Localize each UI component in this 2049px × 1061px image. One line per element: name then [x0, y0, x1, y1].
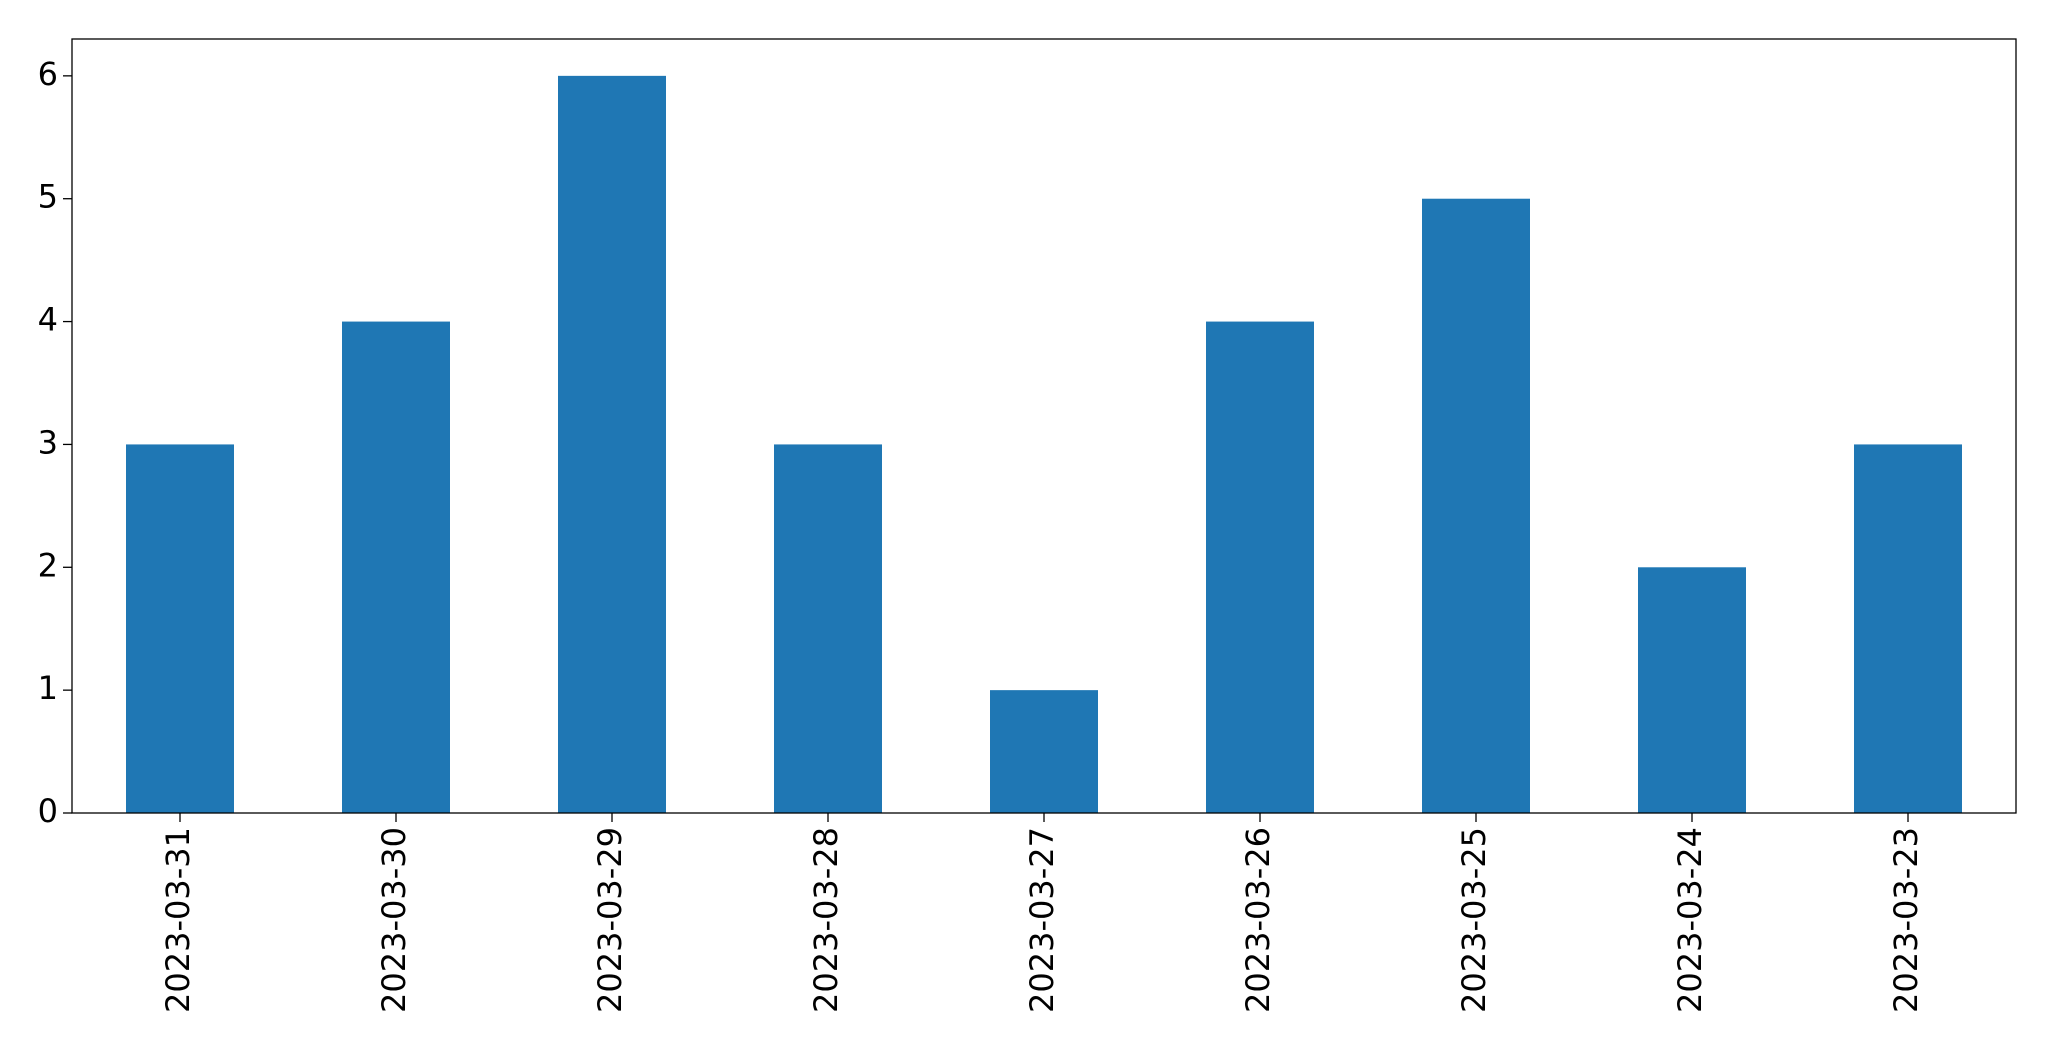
bar	[990, 690, 1098, 813]
x-tick-label: 2023-03-30	[375, 827, 413, 1013]
y-tick-label: 6	[38, 55, 58, 93]
x-tick-label: 2023-03-26	[1239, 827, 1277, 1013]
bar	[558, 75, 666, 814]
bar	[774, 444, 882, 813]
bar	[342, 321, 450, 813]
bar	[1206, 321, 1314, 813]
x-tick-label: 2023-03-31	[159, 827, 197, 1013]
y-tick-label: 4	[38, 301, 58, 339]
y-tick-label: 2	[38, 546, 58, 584]
y-tick-label: 3	[38, 423, 58, 461]
x-tick-label: 2023-03-29	[591, 827, 629, 1013]
y-tick-label: 1	[38, 669, 58, 707]
x-tick-label: 2023-03-27	[1023, 827, 1061, 1013]
plot-frame	[71, 38, 2017, 814]
bar	[1422, 198, 1530, 813]
y-tick-label: 0	[38, 792, 58, 830]
x-tick-label: 2023-03-25	[1455, 827, 1493, 1013]
bar	[1638, 567, 1746, 813]
x-tick-label: 2023-03-28	[807, 827, 845, 1013]
bar	[126, 444, 234, 813]
x-tick-label: 2023-03-23	[1887, 827, 1925, 1013]
y-tick-label: 5	[38, 178, 58, 216]
x-tick-label: 2023-03-24	[1671, 827, 1709, 1013]
bar	[1854, 444, 1962, 813]
